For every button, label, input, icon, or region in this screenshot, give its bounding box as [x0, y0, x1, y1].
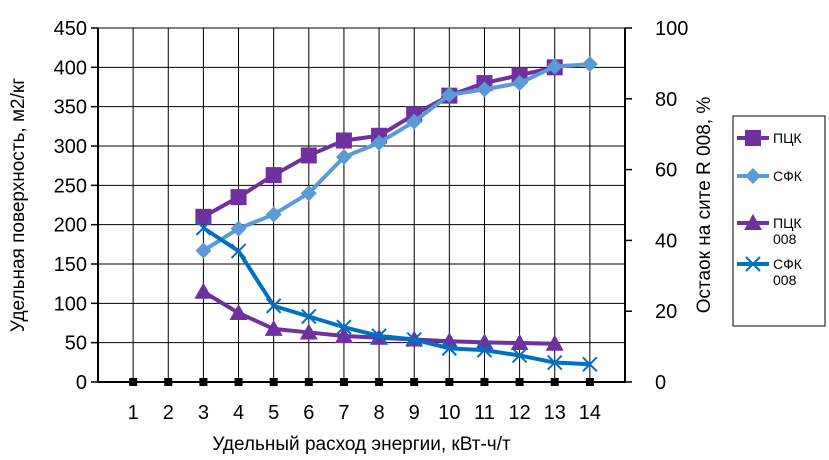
y-axis-left-label: Удельная поверхность, м2/кг — [8, 78, 29, 332]
legend-marker — [745, 130, 761, 146]
x-tick-label: 3 — [198, 402, 209, 424]
y-left-tick-label: 450 — [54, 18, 87, 40]
y-left-tick-label: 100 — [54, 293, 87, 315]
data-point — [301, 147, 317, 163]
x-tick-label: 2 — [163, 402, 174, 424]
x-tick-label: 10 — [438, 402, 460, 424]
x-tick-label: 7 — [338, 402, 349, 424]
x-tick-label: 8 — [374, 402, 385, 424]
x-tick-label: 6 — [303, 402, 314, 424]
y-right-tick-label: 20 — [655, 301, 677, 323]
legend-label: СФК — [773, 256, 803, 272]
x-axis-marker — [375, 378, 383, 386]
series-line — [203, 64, 589, 250]
x-axis-label: Удельный расход энергии, кВт-ч/т — [212, 434, 511, 455]
legend-label: ПЦК — [773, 215, 802, 231]
y-left-tick-label: 350 — [54, 97, 87, 119]
x-axis-marker — [340, 378, 348, 386]
y-left-tick-label: 400 — [54, 57, 87, 79]
x-axis-marker — [586, 378, 594, 386]
legend-label: ПЦК — [773, 130, 802, 146]
x-tick-label: 13 — [544, 402, 566, 424]
x-tick-label: 1 — [128, 402, 139, 424]
x-axis-marker — [164, 378, 172, 386]
x-axis-marker — [480, 378, 488, 386]
x-tick-label: 11 — [474, 402, 495, 424]
y-right-tick-label: 0 — [655, 372, 666, 394]
y-left-tick-label: 50 — [65, 333, 87, 355]
legend-label: СФК — [773, 168, 803, 184]
y-right-tick-label: 60 — [655, 160, 677, 182]
x-tick-label: 5 — [268, 402, 279, 424]
y-axis-right-label: Остаок на сите R 008, % — [694, 97, 715, 314]
x-axis-marker — [235, 378, 243, 386]
x-axis-marker — [445, 378, 453, 386]
data-point — [194, 283, 212, 299]
x-axis-marker — [305, 378, 313, 386]
y-right-tick-label: 80 — [655, 89, 677, 111]
x-tick-label: 9 — [409, 402, 420, 424]
y-left-tick-label: 200 — [54, 215, 87, 237]
y-left-tick-label: 250 — [54, 175, 87, 197]
y-right-tick-label: 40 — [655, 230, 677, 252]
x-axis-marker — [551, 378, 559, 386]
y-left-tick-label: 0 — [76, 372, 87, 394]
x-axis-marker — [129, 378, 137, 386]
y-left-tick-label: 150 — [54, 254, 87, 276]
legend-label: 008 — [773, 231, 797, 247]
x-axis-marker — [516, 378, 524, 386]
x-axis-marker — [199, 378, 207, 386]
x-tick-label: 12 — [508, 402, 530, 424]
y-right-tick-label: 100 — [655, 18, 688, 40]
data-point — [336, 132, 352, 148]
legend-label: 008 — [773, 272, 797, 288]
tick-labels: 0 50 100 150 200 250 300 350 400 450 0 20 40 60 80 100 1… — [54, 18, 689, 424]
grid — [98, 28, 625, 382]
data-point — [230, 304, 248, 320]
x-axis-marker — [410, 378, 418, 386]
data-point — [231, 189, 247, 205]
data-point — [582, 56, 598, 72]
x-tick-label: 4 — [233, 402, 244, 424]
y-left-tick-label: 300 — [54, 136, 87, 158]
series-layer — [194, 56, 597, 371]
x-axis-marker — [270, 378, 278, 386]
data-point — [266, 167, 282, 183]
x-tick-label: 14 — [579, 402, 601, 424]
